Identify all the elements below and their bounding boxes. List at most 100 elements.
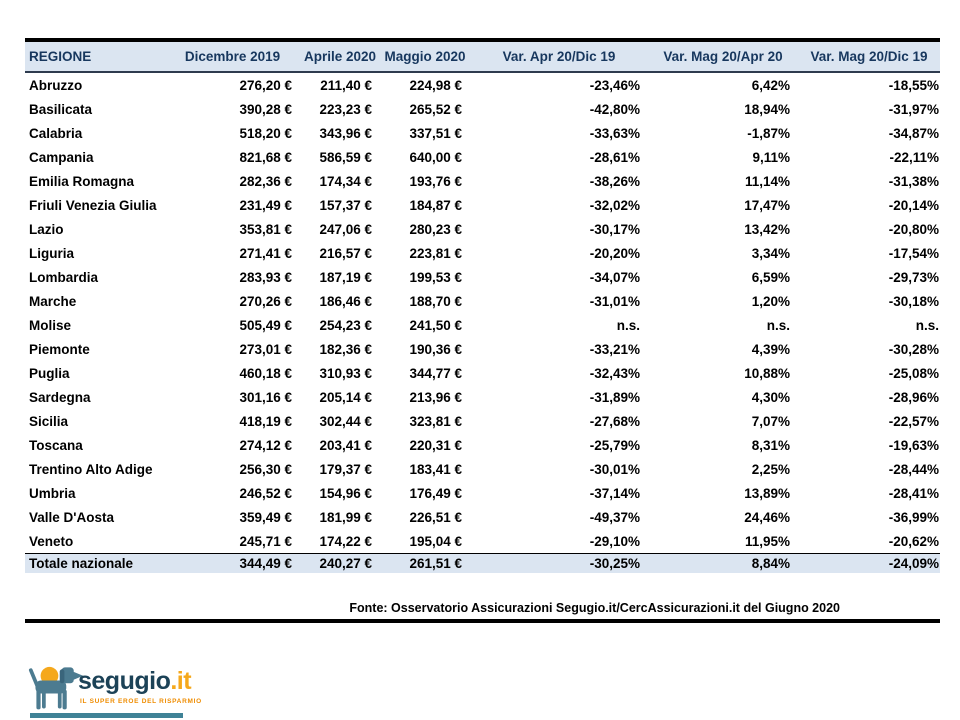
table-row: Lombardia 283,93 € 187,19 € 199,53 € -34,07%…: [25, 265, 940, 289]
value-cell: 13,42%: [744, 221, 790, 237]
table-row: Puglia 460,18 € 310,93 € 344,77 € -32,43% 10,…: [25, 361, 940, 385]
column-header: Var. Mag 20/Apr 20: [648, 40, 798, 73]
table-row: Valle D'Aosta 359,49 € 181,99 € 226,51 € -49…: [25, 505, 940, 529]
table-row: Lazio 353,81 € 247,06 € 280,23 € -30,17% 13,4…: [25, 217, 940, 241]
value-cell: -30,18%: [888, 293, 939, 309]
value-cell: 261,51 €: [380, 553, 470, 573]
value-cell: -29,73%: [888, 269, 939, 285]
table-row: Campania 821,68 € 586,59 € 640,00 € -28,61% 9…: [25, 145, 940, 169]
value-cell: 203,41 €: [319, 437, 372, 453]
value-cell: -34,07%: [589, 269, 640, 285]
column-header: Aprile 2020: [300, 40, 380, 73]
value-cell: 213,96 €: [409, 389, 462, 405]
value-cell: 359,49 €: [239, 509, 292, 525]
region-name-cell: Liguria: [29, 245, 75, 261]
logo-underline-bar: [30, 713, 183, 718]
value-cell: 8,84%: [648, 553, 798, 573]
value-cell: 344,49 €: [165, 553, 300, 573]
region-name-cell: Basilicata: [29, 101, 93, 117]
value-cell: 186,46 €: [319, 293, 372, 309]
value-cell: 274,12 €: [239, 437, 292, 453]
value-cell: 174,34 €: [319, 173, 372, 189]
value-cell: 270,26 €: [239, 293, 292, 309]
value-cell: 276,20 €: [239, 77, 292, 93]
source-note-row: Fonte: Osservatorio Assicurazioni Segugi…: [25, 601, 940, 623]
logo-wordmark: segugio.it: [78, 669, 202, 694]
value-cell: 282,36 €: [239, 173, 292, 189]
value-cell: 245,71 €: [239, 533, 292, 549]
logo-tld: .it: [170, 667, 192, 695]
value-cell: 187,19 €: [319, 269, 372, 285]
region-name-cell: Abruzzo: [29, 77, 83, 93]
column-header-regione: REGIONE: [25, 40, 165, 73]
value-cell: 199,53 €: [409, 269, 462, 285]
region-name-cell: Marche: [29, 293, 77, 309]
table-row: Marche 270,26 € 186,46 € 188,70 € -31,01% 1,2…: [25, 289, 940, 313]
region-name-cell: Piemonte: [29, 341, 90, 357]
logo-text: segugio.it IL SUPER EROE DEL RISPARMIO: [78, 660, 202, 706]
value-cell: 181,99 €: [319, 509, 372, 525]
table-row: Toscana 274,12 € 203,41 € 220,31 € -25,79% 8,…: [25, 433, 940, 457]
value-cell: 337,51 €: [409, 125, 462, 141]
region-name-cell: Calabria: [29, 125, 83, 141]
value-cell: 231,49 €: [239, 197, 292, 213]
value-cell: -25,79%: [589, 437, 640, 453]
value-cell: -33,63%: [589, 125, 640, 141]
value-cell: -38,26%: [589, 173, 640, 189]
region-name-cell: Puglia: [29, 365, 70, 381]
value-cell: -24,09%: [798, 553, 940, 573]
region-name-cell: Sardegna: [29, 389, 91, 405]
value-cell: 195,04 €: [409, 533, 462, 549]
region-name-cell: Trentino Alto Adige: [29, 461, 153, 477]
value-cell: 301,16 €: [239, 389, 292, 405]
value-cell: -28,41%: [888, 485, 939, 501]
value-cell: -30,25%: [470, 553, 648, 573]
value-cell: 226,51 €: [409, 509, 462, 525]
column-header: Var. Mag 20/Dic 19: [798, 40, 940, 73]
value-cell: -49,37%: [589, 509, 640, 525]
value-cell: -32,02%: [589, 197, 640, 213]
value-cell: 280,23 €: [409, 221, 462, 237]
region-name-cell: Sicilia: [29, 413, 69, 429]
value-cell: 223,81 €: [409, 245, 462, 261]
value-cell: 273,01 €: [239, 341, 292, 357]
logo-tagline: IL SUPER EROE DEL RISPARMIO: [80, 698, 202, 705]
value-cell: 3,34%: [751, 245, 790, 261]
region-name-cell: Friuli Venezia Giulia: [29, 197, 157, 213]
value-cell: 174,22 €: [319, 533, 372, 549]
value-cell: 256,30 €: [239, 461, 292, 477]
value-cell: 1,20%: [751, 293, 790, 309]
value-cell: 2,25%: [751, 461, 790, 477]
value-cell: -18,55%: [888, 77, 939, 93]
value-cell: -30,01%: [589, 461, 640, 477]
region-name-cell: Campania: [29, 149, 94, 165]
value-cell: -31,01%: [589, 293, 640, 309]
value-cell: -17,54%: [888, 245, 939, 261]
table-row: Veneto 245,71 € 174,22 € 195,04 € -29,10% 11,…: [25, 529, 940, 554]
value-cell: 10,88%: [744, 365, 790, 381]
value-cell: 6,42%: [751, 77, 790, 93]
region-name-cell: Lazio: [29, 221, 64, 237]
table-row: Molise 505,49 € 254,23 € 241,50 € n.s. n.s. n.…: [25, 313, 940, 337]
value-cell: 176,49 €: [409, 485, 462, 501]
column-header: Var. Apr 20/Dic 19: [470, 40, 648, 73]
logo-brand-name: segugio: [78, 667, 171, 695]
region-name-cell: Lombardia: [29, 269, 99, 285]
table-row: Liguria 271,41 € 216,57 € 223,81 € -20,20% 3,…: [25, 241, 940, 265]
table-row: Basilicata 390,28 € 223,23 € 265,52 € -42,80…: [25, 97, 940, 121]
value-cell: 7,07%: [751, 413, 790, 429]
value-cell: 18,94%: [744, 101, 790, 117]
segugio-logo: segugio.it IL SUPER EROE DEL RISPARMIO: [28, 660, 202, 714]
table-row: Calabria 518,20 € 343,96 € 337,51 € -33,63% -…: [25, 121, 940, 145]
dog-with-sun-icon: [28, 666, 84, 710]
value-cell: -33,21%: [589, 341, 640, 357]
value-cell: -29,10%: [589, 533, 640, 549]
value-cell: n.s.: [616, 317, 640, 333]
value-cell: 13,89%: [744, 485, 790, 501]
table-row: Umbria 246,52 € 154,96 € 176,49 € -37,14% 13,…: [25, 481, 940, 505]
value-cell: 211,40 €: [320, 77, 372, 93]
value-cell: -20,62%: [888, 533, 939, 549]
value-cell: 184,87 €: [409, 197, 462, 213]
value-cell: 586,59 €: [319, 149, 372, 165]
data-table: REGIONE Dicembre 2019 Aprile 2020 Maggio 20…: [25, 38, 940, 573]
